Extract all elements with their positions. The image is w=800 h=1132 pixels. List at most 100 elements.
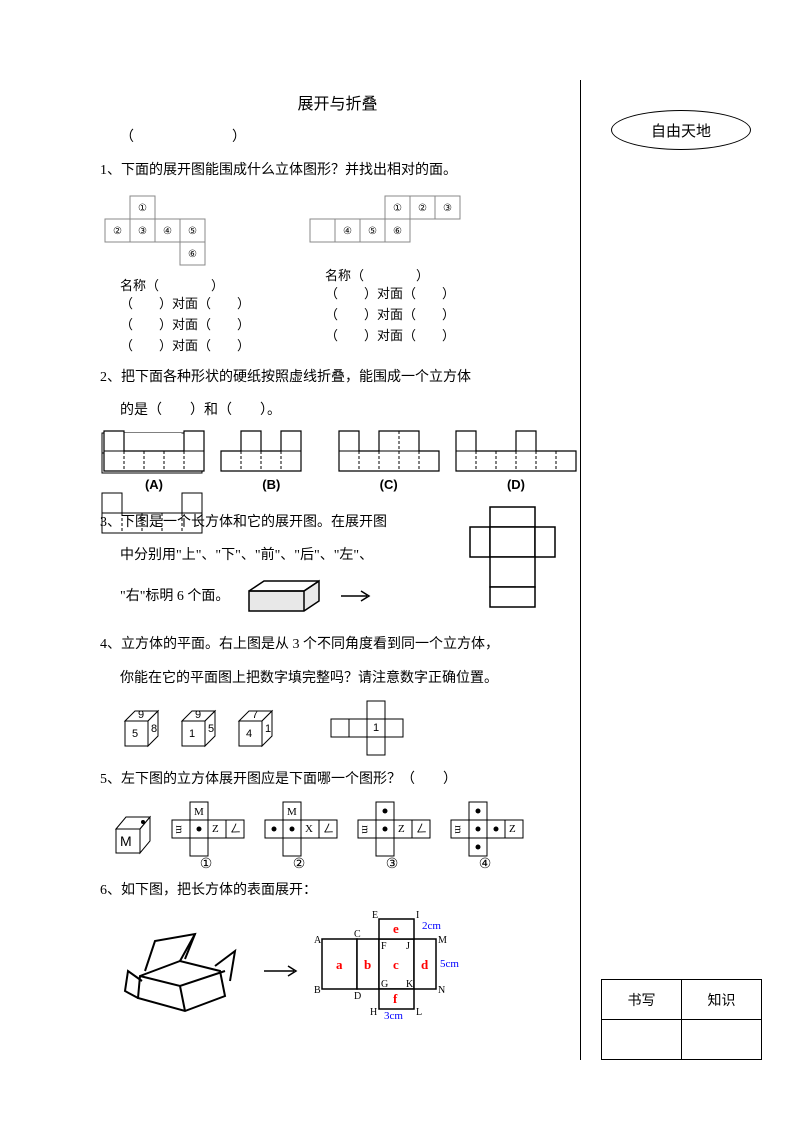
q4-l1: 4、立方体的平面。右上图是从 3 个不同角度看到同一个立方体，	[100, 632, 575, 657]
q5-opt2: M X ㄥ ②	[259, 800, 344, 870]
svg-text:X: X	[305, 823, 313, 835]
svg-text:I: I	[416, 911, 419, 921]
q4-net: 1	[321, 699, 461, 759]
q1-pair: （ ）对面（ ）	[120, 294, 265, 315]
svg-text:①: ①	[200, 857, 213, 870]
svg-text:d: d	[421, 957, 429, 972]
svg-text:⑤: ⑤	[368, 226, 377, 237]
q3-l3: "右"标明 6 个面。	[120, 584, 229, 609]
q3-net	[465, 502, 575, 612]
q5-cube: M	[110, 811, 158, 859]
q5-text: 5、左下图的立方体展开图应是下面哪一个图形？（ ）	[100, 767, 575, 792]
svg-text:9: 9	[195, 709, 201, 721]
svg-text:2cm: 2cm	[422, 920, 441, 932]
svg-text:⑥: ⑥	[188, 249, 197, 260]
svg-text:E: E	[372, 911, 378, 921]
svg-text:b: b	[364, 957, 371, 972]
svg-text:G: G	[381, 979, 388, 990]
q4-cube2: 9 5 1	[177, 706, 222, 751]
q1-name-right: 名称（ ）	[325, 265, 485, 284]
svg-text:F: F	[381, 941, 387, 952]
q5-opt1: M ᴟ Z ㄥ ①	[166, 800, 251, 870]
q1-pair: （ ）对面（ ）	[120, 336, 265, 357]
svg-text:D: D	[354, 991, 361, 1002]
svg-text:5cm: 5cm	[440, 958, 459, 970]
svg-text:②: ②	[113, 226, 122, 237]
subtitle: （ ）	[120, 126, 575, 146]
svg-text:④: ④	[343, 226, 352, 237]
q1-pair: （ ）对面（ ）	[325, 326, 485, 347]
svg-text:C: C	[354, 929, 361, 940]
svg-text:A: A	[314, 935, 322, 946]
svg-text:K: K	[406, 979, 414, 990]
svg-text:L: L	[416, 1007, 422, 1018]
q6-row: a b c d e f A B C D E F G H I J K L M N	[120, 911, 575, 1031]
svg-text:②: ②	[418, 203, 427, 214]
q1-pair: （ ）对面（ ）	[325, 284, 485, 305]
svg-text:4: 4	[246, 728, 252, 740]
svg-text:N: N	[438, 985, 445, 996]
page-title: 展开与折叠	[100, 90, 575, 114]
q1-text: 1、下面的展开图能围成什么立体图形？并找出相对的面。	[100, 158, 575, 183]
svg-text:8: 8	[151, 723, 157, 735]
sidebar-table: 书写 知识	[601, 979, 762, 1060]
svg-text:a: a	[336, 957, 343, 972]
svg-text:③: ③	[138, 226, 147, 237]
q5-row: M M ᴟ Z ㄥ ①	[110, 800, 575, 870]
svg-text:M: M	[438, 935, 447, 946]
svg-text:5: 5	[132, 728, 138, 740]
q1-diagrams: ① ② ③ ④ ⑤ ⑥ 名称（ ） （ ）对面（ ） （ ）对面（ ） （ ）对…	[100, 191, 575, 356]
q1-pair: （ ）对面（ ）	[325, 305, 485, 326]
svg-text:③: ③	[386, 857, 399, 870]
q1-pair: （ ）对面（ ）	[120, 315, 265, 336]
svg-text:Z: Z	[509, 823, 516, 835]
svg-text:3cm: 3cm	[384, 1010, 403, 1022]
svg-text:①: ①	[138, 203, 147, 214]
main-content: 展开与折叠 （ ） 1、下面的展开图能围成什么立体图形？并找出相对的面。 ① ②…	[100, 90, 575, 1035]
svg-text:①: ①	[393, 203, 402, 214]
svg-text:M: M	[194, 806, 204, 818]
q2-text2: 的是（ ）和（ ）。	[120, 398, 575, 423]
svg-text:f: f	[393, 991, 398, 1006]
svg-text:③: ③	[443, 203, 452, 214]
svg-text:④: ④	[479, 857, 492, 870]
q4-cube3: 7 1 4	[234, 706, 279, 751]
q2-diagrams-clean: (A) (B) (C)	[100, 427, 580, 494]
q5-opt3: ᴟ Z ㄥ ③	[352, 800, 437, 870]
svg-text:H: H	[370, 1007, 377, 1018]
q4-l2: 你能在它的平面图上把数字填完整吗？请注意数字正确位置。	[120, 666, 575, 691]
svg-text:⑥: ⑥	[393, 226, 402, 237]
q4-row: 9 8 5 9 5 1 7 1 4	[120, 699, 575, 759]
svg-text:5: 5	[208, 723, 214, 735]
svg-text:e: e	[393, 921, 399, 936]
svg-text:ᴟ: ᴟ	[176, 823, 182, 835]
svg-text:ᴟ: ᴟ	[362, 823, 368, 835]
svg-text:⑤: ⑤	[188, 226, 197, 237]
q3-cuboid	[239, 576, 329, 616]
svg-text:B: B	[314, 985, 321, 996]
svg-text:M: M	[120, 833, 132, 849]
q3-l2: 中分别用"上"、"下"、"前"、"后"、"左"、	[120, 543, 465, 568]
q6-text: 6、如下图，把长方体的表面展开：	[100, 878, 575, 903]
svg-text:ㄥ: ㄥ	[323, 822, 334, 835]
q3-block: 3、下图是一个长方体和它的展开图。在展开图 中分别用"上"、"下"、"前"、"后…	[100, 502, 575, 624]
svg-text:Z: Z	[398, 823, 405, 835]
svg-text:1: 1	[189, 728, 195, 740]
q5-opt4: ᴟ Z ④	[445, 800, 530, 870]
q6-net: a b c d e f A B C D E F G H I J K L M N	[314, 911, 504, 1031]
sidebar-oval: 自由天地	[611, 110, 751, 150]
svg-text:c: c	[393, 957, 399, 972]
svg-text:②: ②	[293, 857, 306, 870]
q1-name-left: 名称（ ）	[120, 275, 265, 294]
q6-unfold-3d	[120, 926, 250, 1016]
side-cell-know: 知识	[682, 980, 762, 1020]
svg-text:M: M	[287, 806, 297, 818]
svg-text:ㄥ: ㄥ	[230, 822, 241, 835]
svg-text:1: 1	[265, 723, 271, 735]
q4-cube1: 9 8 5	[120, 706, 165, 751]
sidebar: 自由天地 书写 知识	[580, 80, 770, 1060]
q2-text: 2、把下面各种形状的硬纸按照虚线折叠，能围成一个立方体	[100, 365, 575, 390]
svg-text:④: ④	[163, 226, 172, 237]
svg-text:ᴟ: ᴟ	[455, 823, 461, 835]
svg-text:1: 1	[373, 722, 379, 734]
